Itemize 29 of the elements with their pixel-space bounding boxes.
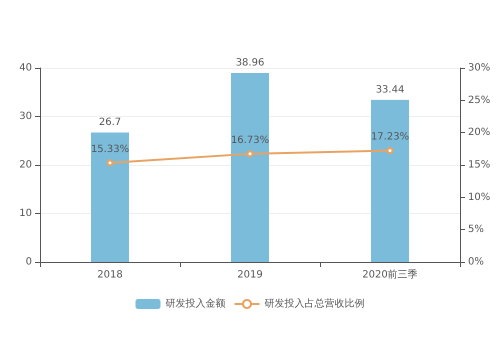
y-tick-label: 30 xyxy=(19,111,32,122)
y2-tick-label: 5% xyxy=(468,224,484,236)
y-tick-label: 10 xyxy=(19,208,32,219)
data-label: 15.33% xyxy=(90,144,130,155)
data-label: 16.73% xyxy=(230,134,270,146)
y2-tick-label: 10% xyxy=(468,192,490,203)
data-label: 17.23% xyxy=(370,132,410,143)
data-label: 38.96 xyxy=(236,58,264,69)
point xyxy=(246,150,254,158)
y-tick-label: 20 xyxy=(19,160,32,170)
y-tick-label: 40 xyxy=(19,62,32,74)
point xyxy=(106,159,114,166)
point xyxy=(386,147,394,154)
bar xyxy=(91,132,129,262)
y2-tick-label: 0% xyxy=(468,256,484,268)
legend-label: 研发投入金额 xyxy=(166,298,226,310)
y2-tick-label: 25% xyxy=(468,94,490,106)
legend-label: 研发投入占总营收比例 xyxy=(264,298,364,310)
data-label: 26.7 xyxy=(98,117,122,128)
y-tick-label: 0 xyxy=(26,256,32,268)
x-tick-label: 2020前三季 xyxy=(362,268,418,280)
x-tick-label: 2018 xyxy=(97,270,123,280)
y2-tick-label: 30% xyxy=(468,62,490,74)
y2-tick-label: 20% xyxy=(468,127,490,138)
y2-tick-label: 15% xyxy=(468,160,490,170)
bar xyxy=(231,73,269,262)
x-tick-label: 2019 xyxy=(237,270,263,280)
data-label: 33.44 xyxy=(376,84,404,96)
bar xyxy=(371,100,409,262)
